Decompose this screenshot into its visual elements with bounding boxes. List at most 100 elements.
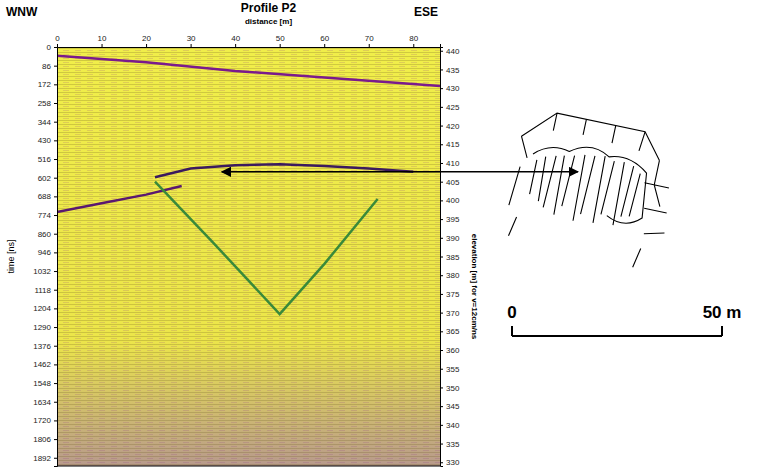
tick-label: 1118 (34, 286, 51, 295)
tick-label: 395 (446, 215, 460, 224)
tick-label: 365 (446, 327, 460, 336)
tick: 1204 (33, 304, 57, 313)
tick-mark (54, 420, 57, 421)
tick-mark (102, 44, 103, 47)
tick-label: 0 (47, 43, 52, 52)
title: Profile P2 (241, 1, 297, 15)
tick-label: 435 (446, 66, 460, 75)
tick: 360 (440, 346, 460, 355)
tick: 425 (440, 103, 460, 112)
tick: 1634 (33, 398, 57, 407)
tick: 365 (440, 327, 460, 336)
tick-mark (440, 238, 443, 239)
tick-label: 350 (446, 383, 460, 392)
tick-mark (440, 182, 443, 183)
tick-mark (440, 313, 443, 314)
tick-label: 360 (446, 346, 460, 355)
axis-line (441, 48, 444, 467)
tick-mark (54, 196, 57, 197)
scale-bar-label: 0 (507, 303, 516, 322)
direction-label: ESE (414, 5, 438, 19)
tick-label: 86 (42, 62, 51, 71)
tick-mark (440, 369, 443, 370)
tick-mark (280, 44, 281, 47)
tick: 375 (440, 290, 460, 299)
tick: 435 (440, 66, 460, 75)
tick-mark (146, 44, 147, 47)
tick: 10 (98, 34, 107, 47)
tick-label: 430 (38, 136, 52, 145)
y2-axis: 4404354304254204154104054003953903853803… (440, 47, 460, 468)
tick-mark (369, 44, 370, 47)
tick-label: 430 (446, 84, 460, 93)
tick-mark (440, 350, 443, 351)
tick-label: 258 (38, 99, 52, 108)
tick-mark (54, 47, 57, 48)
tick-mark (54, 103, 57, 104)
tick: 330 (440, 458, 460, 467)
tick: 1892 (33, 454, 57, 463)
plot-frame (57, 466, 440, 467)
tick-label: 10 (98, 34, 107, 43)
tick: 355 (440, 365, 460, 374)
tick-label: 1204 (33, 304, 51, 313)
axis-line (54, 48, 58, 467)
tick-mark (54, 271, 57, 272)
tick: 80 (409, 34, 418, 47)
tick-mark (440, 425, 443, 426)
tick-mark (440, 88, 443, 89)
direction-label: WNW (6, 5, 38, 19)
scale-bar-tick (511, 326, 513, 336)
tick-mark (54, 290, 57, 291)
tick: 430 (440, 84, 460, 93)
tick: 420 (440, 122, 460, 131)
tick: 1806 (33, 435, 57, 444)
tick-label: 1892 (33, 454, 51, 463)
tick-mark (440, 294, 443, 295)
tick-label: 335 (446, 440, 460, 449)
x-axis-title: distance [m] (245, 17, 292, 26)
tick: 1032 (33, 267, 57, 276)
tick-mark (54, 308, 57, 309)
tick-label: 1376 (33, 342, 51, 351)
tick: 60 (320, 34, 329, 47)
tick-label: 80 (409, 34, 418, 43)
tick-label: 340 (446, 421, 460, 430)
tick: 350 (440, 383, 460, 392)
tick: 516 (38, 155, 57, 164)
tick-mark (440, 275, 443, 276)
sketch-line (517, 107, 645, 181)
scale-bar-tick (721, 326, 723, 336)
reflectors (57, 56, 440, 314)
tick: 86 (42, 62, 57, 71)
tick-label: 390 (446, 234, 460, 243)
tick-mark (440, 331, 443, 332)
tick-label: 30 (187, 34, 196, 43)
tick-label: 1548 (33, 379, 51, 388)
reflector (57, 56, 440, 86)
y-axis-title: time [ns] (6, 239, 16, 273)
tick-label: 370 (446, 309, 460, 318)
tick-mark (54, 84, 57, 85)
tick-mark (54, 458, 57, 459)
tick-label: 602 (38, 174, 52, 183)
tick-mark (54, 66, 57, 67)
tick-mark (440, 126, 443, 127)
tick-mark (440, 387, 443, 388)
tick-label: 330 (446, 458, 460, 467)
radargram-texture (57, 47, 440, 466)
tick-label: 0 (55, 34, 60, 43)
tick: 410 (440, 159, 460, 168)
tick: 345 (440, 402, 460, 411)
cave-sketch (500, 107, 685, 272)
tick-label: 415 (446, 140, 460, 149)
tick: 385 (440, 253, 460, 262)
tick: 370 (440, 309, 460, 318)
tick-mark (54, 327, 57, 328)
tick-mark (440, 69, 443, 70)
tick: 946 (38, 248, 57, 257)
arrow (222, 171, 578, 173)
tick: 344 (38, 118, 57, 127)
sketch-line (502, 166, 653, 268)
tick-mark (54, 234, 57, 235)
